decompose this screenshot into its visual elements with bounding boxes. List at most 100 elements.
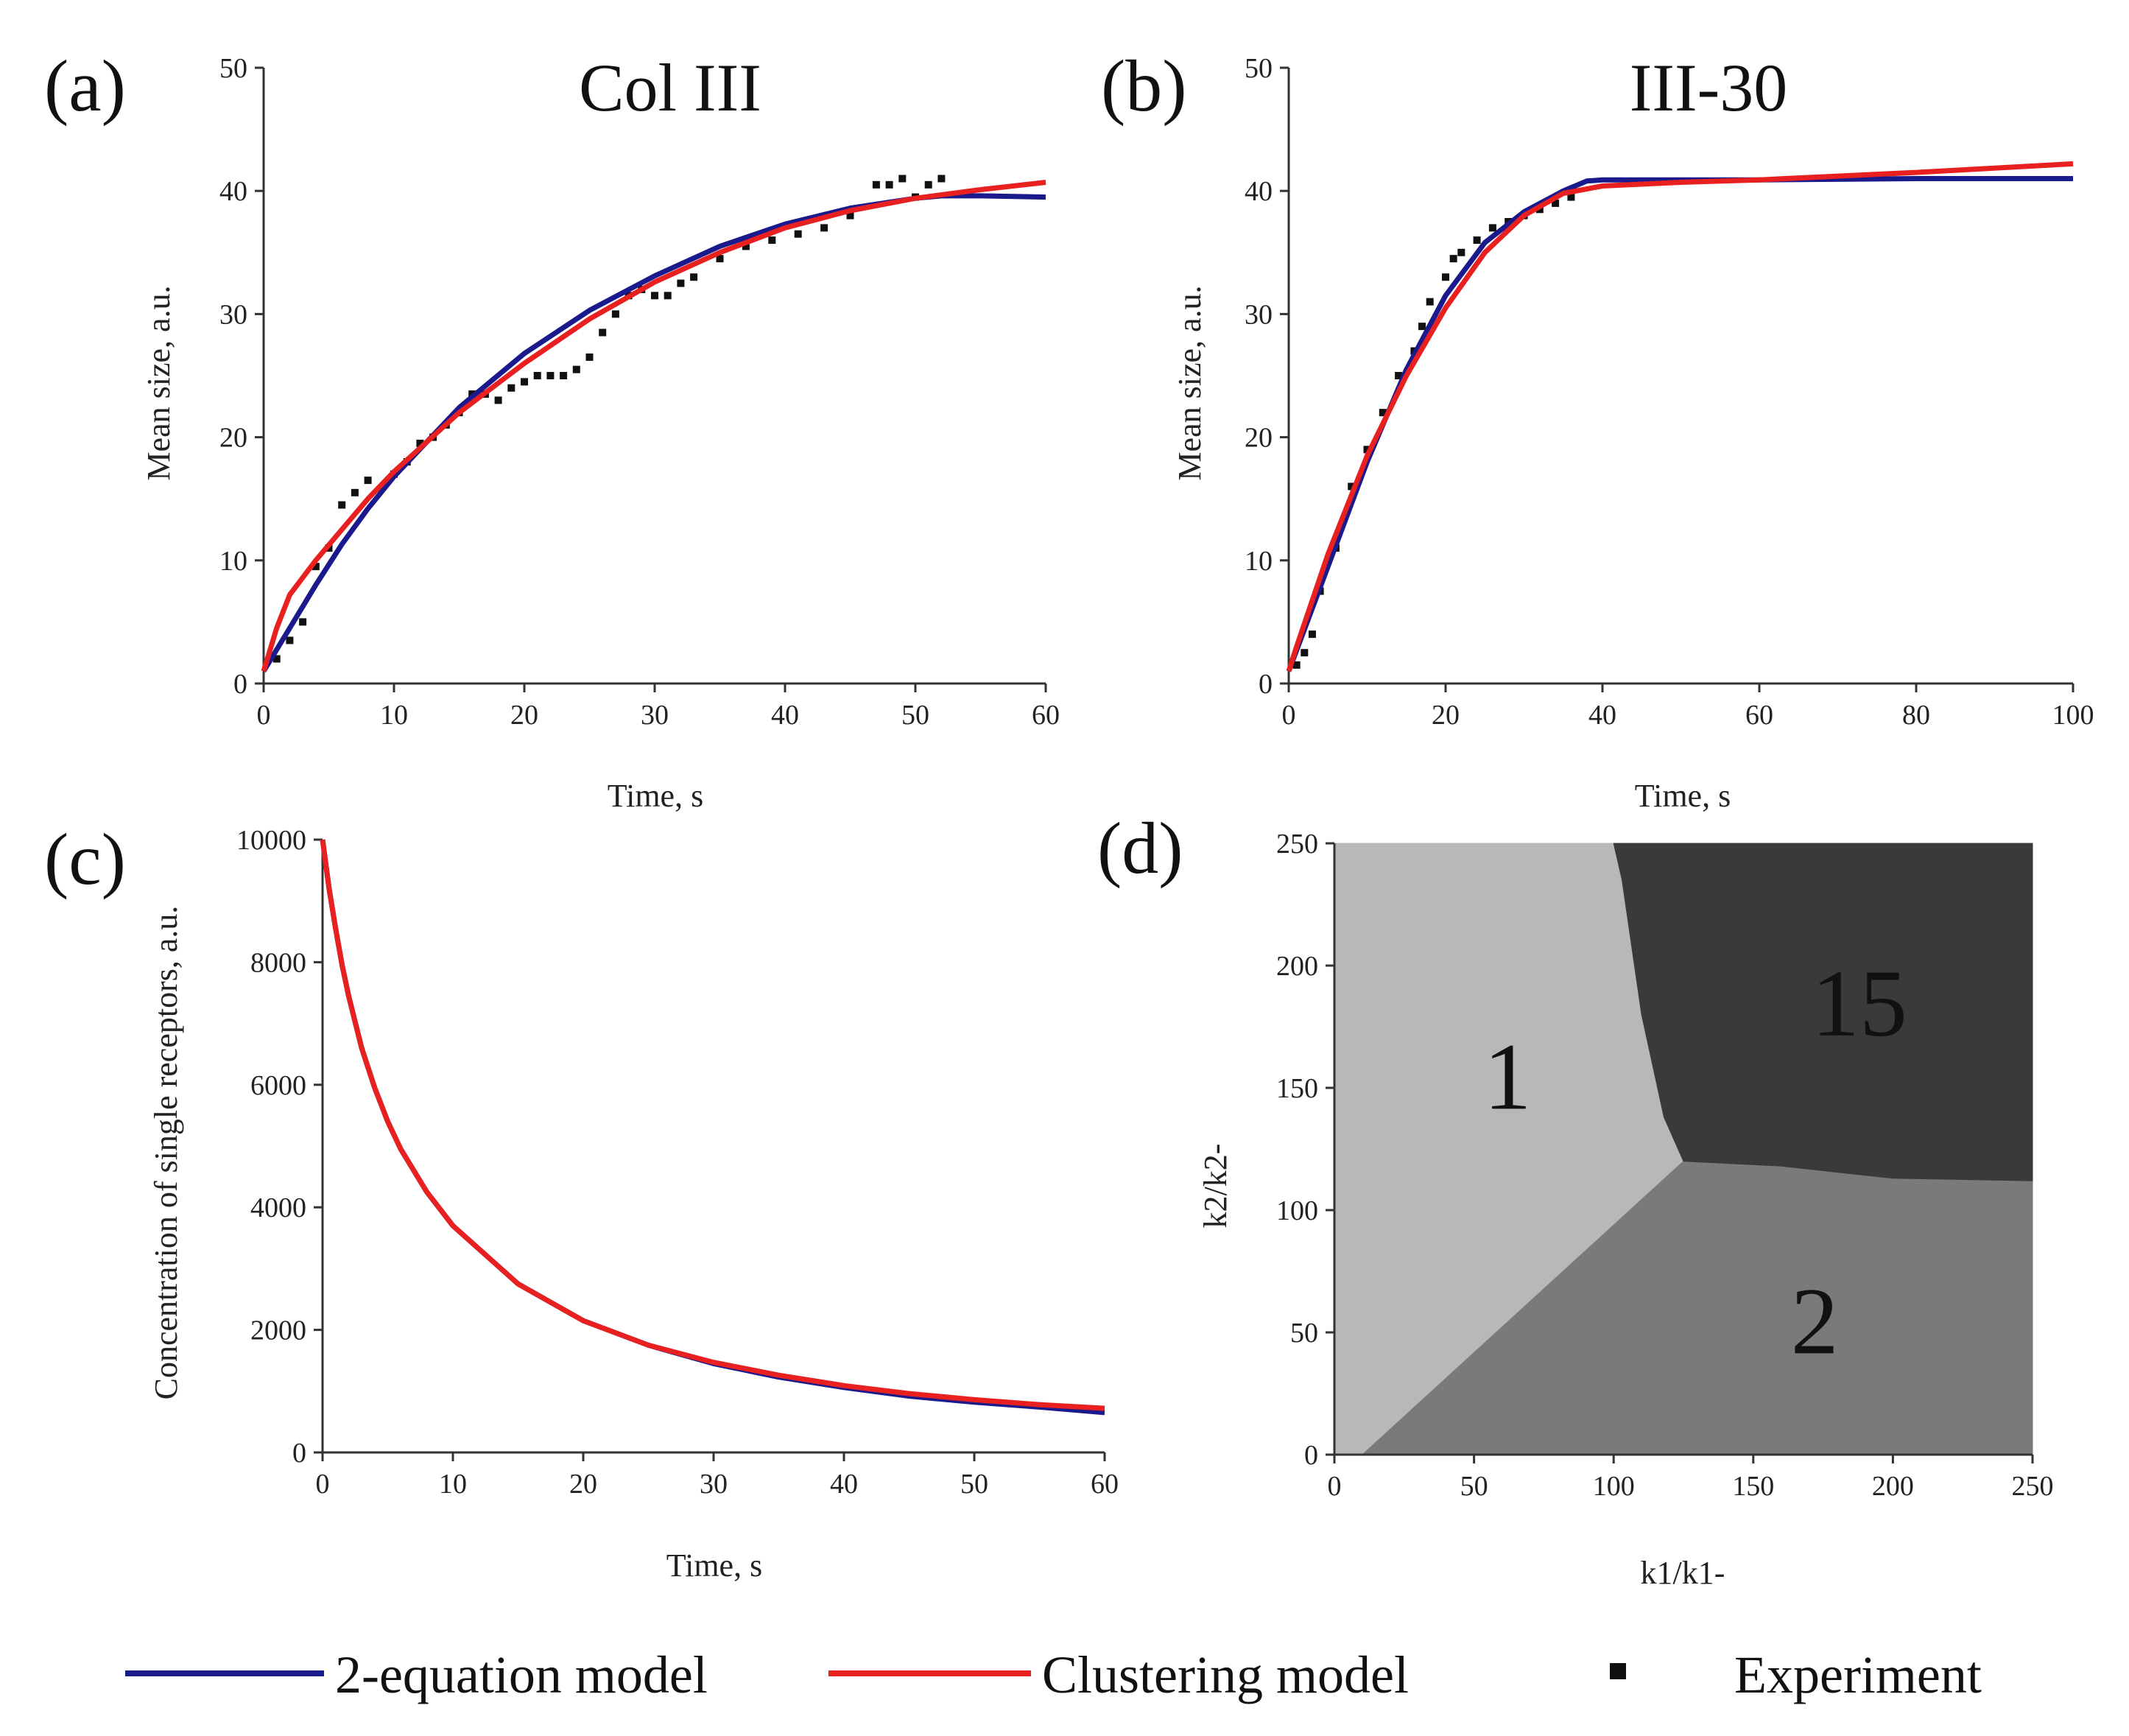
- y-tick-label: 30: [1245, 299, 1273, 330]
- panel-a-letter: (a): [44, 45, 126, 127]
- series-clustering-model: [1286, 161, 2074, 672]
- legend-label-2-equation-model: 2-equation model: [335, 1645, 708, 1704]
- legend: 2-equation model Clustering model Experi…: [125, 1645, 1982, 1704]
- experiment-point: [924, 180, 932, 189]
- experiment-point: [1567, 193, 1575, 201]
- region-15: [1613, 843, 2033, 1181]
- y-tick-label: 50: [1245, 53, 1273, 84]
- experiment-point: [351, 488, 359, 496]
- x-tick-label: 10: [439, 1469, 467, 1500]
- experiment-point: [1449, 255, 1457, 263]
- x-tick-label: 40: [830, 1469, 858, 1500]
- experiment-point: [1426, 298, 1434, 306]
- panel-d-letter: (d): [1097, 807, 1183, 889]
- experiment-point: [742, 242, 750, 250]
- series-clustering-model: [320, 839, 1105, 1411]
- panel-d-xlabel: k1/k1-: [1641, 1555, 1725, 1591]
- experiment-point: [1552, 199, 1560, 207]
- panel-b: (b) III-30 Time, s Mean size, a.u. 0 20 40…: [1101, 45, 2094, 814]
- y-tick-label: 10: [219, 546, 247, 577]
- experiment-point: [1292, 661, 1301, 669]
- experiment-point: [677, 279, 685, 287]
- x-tick-label: 50: [1460, 1471, 1488, 1502]
- experiment-point: [846, 211, 854, 219]
- experiment-point: [338, 501, 346, 509]
- panel-b-plot: 0 20 40 60 80 100 0 10 20 30 40 50: [1245, 53, 2094, 731]
- y-tick-label: 40: [1245, 176, 1273, 207]
- experiment-point: [1363, 446, 1371, 454]
- x-tick-label: 150: [1732, 1471, 1774, 1502]
- experiment-point: [1348, 482, 1356, 491]
- experiment-point: [1418, 323, 1426, 331]
- x-tick-label: 50: [901, 700, 929, 731]
- x-tick-label: 100: [1593, 1471, 1635, 1502]
- panel-b-ylabel: Mean size, a.u.: [1172, 285, 1208, 480]
- panel-b-xlabel: Time, s: [1635, 778, 1731, 814]
- panel-c-xlabel: Time, s: [666, 1547, 762, 1584]
- x-tick-label: 0: [316, 1469, 330, 1500]
- x-tick-label: 80: [1902, 700, 1930, 731]
- x-tick-label: 20: [569, 1469, 597, 1500]
- experiment-point: [560, 372, 568, 379]
- experiment-point: [546, 372, 555, 379]
- experiment-point: [937, 175, 946, 183]
- experiment-point: [872, 180, 880, 189]
- experiment-point: [1488, 224, 1496, 232]
- experiment-point: [599, 328, 607, 337]
- series-2-equation-model: [261, 193, 1046, 673]
- series-2-equation-model: [320, 839, 1105, 1416]
- y-tick-label: 30: [219, 299, 247, 330]
- experiment-point: [1442, 273, 1449, 281]
- region-label-1: 1: [1484, 1024, 1532, 1130]
- panel-a: (a) Col III Time, s Mean size, a.u. 0 10 2…: [44, 45, 1060, 814]
- panel-c-plot: 0 10 20 30 40 50 60 0 2000 4000 6000 8000 10000: [236, 825, 1119, 1500]
- x-tick-label: 20: [1432, 700, 1460, 731]
- experiment-point: [1395, 372, 1403, 379]
- panel-c: (c) Time, s Concentration of single rece…: [44, 818, 1119, 1584]
- y-tick-label: 8000: [250, 947, 306, 978]
- experiment-point: [768, 236, 776, 245]
- experiment-point: [521, 378, 528, 386]
- experiment-point: [1457, 248, 1465, 256]
- panel-b-title: III-30: [1630, 50, 1788, 125]
- y-tick-label: 0: [1259, 669, 1273, 700]
- experiment-point: [690, 273, 698, 281]
- legend-label-experiment: Experiment: [1734, 1645, 1982, 1704]
- experiment-point: [272, 655, 281, 663]
- y-tick-label: 4000: [250, 1192, 306, 1223]
- x-tick-label: 0: [257, 700, 271, 731]
- y-tick-label: 0: [292, 1438, 306, 1469]
- x-tick-label: 60: [1745, 700, 1773, 731]
- y-tick-label: 200: [1276, 951, 1318, 982]
- x-tick-label: 10: [380, 700, 408, 731]
- experiment-point: [286, 636, 294, 644]
- x-tick-label: 40: [1588, 700, 1616, 731]
- x-tick-label: 50: [960, 1469, 988, 1500]
- panel-a-title: Col III: [579, 50, 761, 125]
- region-label-2: 2: [1791, 1268, 1839, 1374]
- legend-label-clustering-model: Clustering model: [1042, 1645, 1409, 1704]
- y-tick-label: 150: [1276, 1073, 1318, 1104]
- legend-swatch-experiment: [1610, 1663, 1626, 1679]
- experiment-point: [507, 384, 515, 392]
- x-tick-label: 30: [700, 1469, 728, 1500]
- panel-a-ylabel: Mean size, a.u.: [141, 285, 177, 480]
- x-tick-label: 0: [1282, 700, 1296, 731]
- experiment-point: [611, 310, 619, 318]
- region-label-15: 15: [1812, 951, 1907, 1057]
- experiment-point: [1473, 236, 1481, 245]
- experiment-point: [312, 563, 320, 571]
- y-tick-label: 50: [1290, 1318, 1318, 1349]
- experiment-point: [299, 618, 307, 626]
- panel-d-ylabel: k2/k2-: [1197, 1144, 1234, 1229]
- x-tick-label: 40: [771, 700, 799, 731]
- x-tick-label: 100: [2052, 700, 2094, 731]
- y-tick-label: 0: [1304, 1440, 1318, 1471]
- experiment-point: [572, 365, 580, 373]
- panel-c-ylabel: Concentration of single receptors, a.u.: [148, 906, 184, 1400]
- panel-c-letter: (c): [44, 818, 126, 900]
- y-tick-label: 20: [1245, 423, 1273, 454]
- experiment-point: [585, 353, 594, 361]
